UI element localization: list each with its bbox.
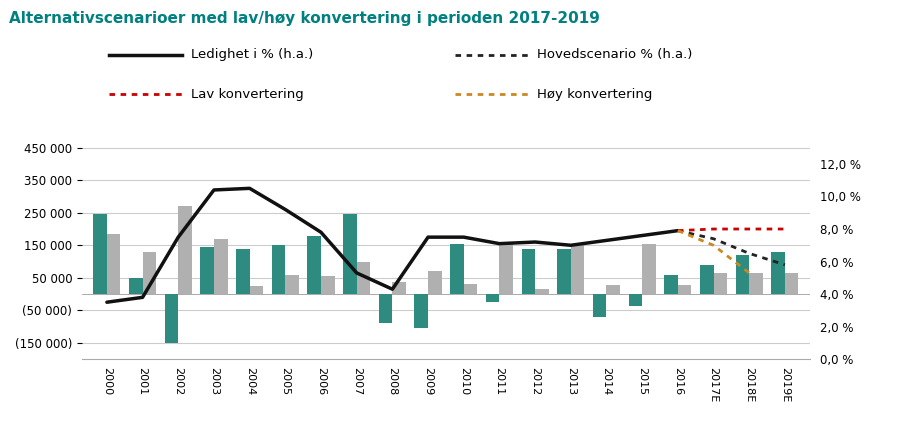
Bar: [392, 282, 406, 294]
Bar: [629, 294, 642, 307]
Bar: [129, 278, 143, 294]
Bar: [664, 275, 678, 294]
Bar: [606, 285, 620, 294]
Bar: [500, 244, 513, 294]
Bar: [272, 245, 286, 294]
Bar: [571, 244, 584, 294]
Bar: [678, 285, 692, 294]
Bar: [379, 294, 392, 323]
Bar: [200, 247, 214, 294]
Bar: [357, 261, 370, 294]
Bar: [236, 248, 249, 294]
Text: Høy konvertering: Høy konvertering: [537, 88, 652, 101]
Text: Lav konvertering: Lav konvertering: [191, 88, 304, 101]
Bar: [713, 273, 727, 294]
Bar: [414, 294, 428, 328]
Bar: [165, 294, 178, 343]
Bar: [521, 248, 535, 294]
Text: Alternativscenarioer med lav/høy konvertering i perioden 2017-2019: Alternativscenarioer med lav/høy konvert…: [9, 11, 600, 26]
Text: Ledighet i % (h.a.): Ledighet i % (h.a.): [191, 48, 313, 61]
Bar: [143, 252, 157, 294]
Bar: [428, 271, 441, 294]
Bar: [735, 255, 749, 294]
Bar: [464, 284, 478, 294]
Bar: [178, 206, 192, 294]
Bar: [557, 248, 571, 294]
Bar: [106, 234, 120, 294]
Bar: [94, 214, 106, 294]
Text: Hovedscenario % (h.a.): Hovedscenario % (h.a.): [537, 48, 693, 61]
Bar: [535, 289, 549, 294]
Bar: [214, 239, 228, 294]
Bar: [308, 236, 321, 294]
Bar: [486, 294, 500, 302]
Bar: [785, 273, 798, 294]
Bar: [343, 214, 357, 294]
Bar: [321, 276, 335, 294]
Bar: [749, 273, 763, 294]
Bar: [772, 252, 785, 294]
Bar: [642, 244, 656, 294]
Bar: [593, 294, 606, 317]
Bar: [286, 275, 298, 294]
Bar: [450, 244, 464, 294]
Bar: [249, 286, 263, 294]
Bar: [700, 265, 713, 294]
